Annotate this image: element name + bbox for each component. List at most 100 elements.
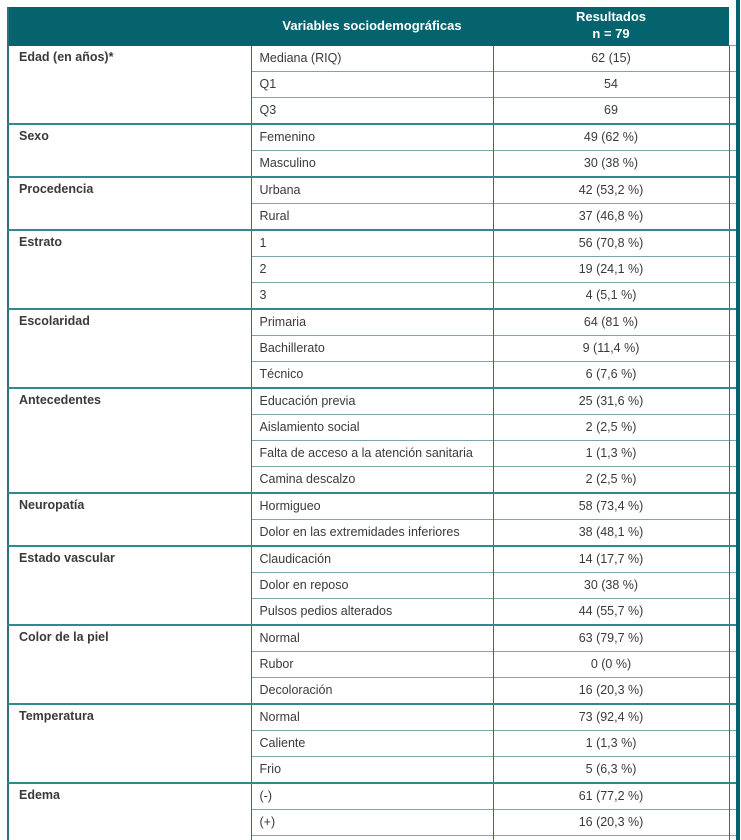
edge-strip-cell (729, 755, 737, 783)
result-cell: 30 (38 %) (493, 571, 730, 598)
table-body: Edad (en años)* Mediana (RIQ) 62 (15) Q1 54 Q… (8, 45, 737, 840)
edge-strip-cell (729, 702, 737, 730)
table-row: 2 19 (24,1 %) (8, 255, 737, 282)
table-row: Aislamiento social 2 (2,5 %) (8, 413, 737, 440)
edge-strip-cell (729, 255, 737, 282)
result-cell: 2 (2,5 %) (493, 413, 730, 440)
variable-cell: Frio (251, 755, 494, 783)
result-cell: 64 (81 %) (493, 307, 730, 335)
variable-cell: Primaria (251, 307, 494, 335)
variable-cell: Camina descalzo (251, 465, 494, 493)
result-cell: 69 (493, 96, 730, 124)
edge-strip-cell (729, 465, 737, 493)
variable-cell: Claudicación (251, 544, 494, 572)
variable-cell: Técnico (251, 360, 494, 388)
group-label-cell: Estado vascular (8, 544, 252, 625)
result-cell: 0 (0 %) (493, 650, 730, 677)
table-row: Camina descalzo 2 (2,5 %) (8, 465, 737, 493)
result-cell: 1 (1,3 %) (493, 439, 730, 466)
edge-strip-cell (729, 228, 737, 256)
table-row: Q3 69 (8, 96, 737, 124)
result-cell: 63 (79,7 %) (493, 623, 730, 651)
edge-strip-cell (729, 834, 737, 840)
table-row: (+) 16 (20,3 %) (8, 808, 737, 835)
variable-cell: Educación previa (251, 386, 494, 414)
table-row: Estrato 1 56 (70,8 %) (8, 228, 737, 309)
result-cell: 42 (53,2 %) (493, 175, 730, 203)
result-cell: 54 (493, 70, 730, 97)
variable-cell: 2 (251, 255, 494, 282)
table-row: Antecedentes Educación previa 25 (31,6 %) (8, 386, 737, 493)
variable-cell: (+) (251, 808, 494, 835)
group-label-cell: Escolaridad (8, 307, 252, 388)
group-label-cell: Edema (8, 781, 252, 840)
variable-cell: Normal (251, 623, 494, 651)
edge-strip-cell (729, 307, 737, 335)
table-row: Dolor en reposo 30 (38 %) (8, 571, 737, 598)
group-label-cell: Estrato (8, 228, 252, 309)
variable-cell: Falta de acceso a la atención sanitaria (251, 439, 494, 466)
result-cell: 16 (20,3 %) (493, 808, 730, 835)
table-row: Color de la piel Normal 63 (79,7 %) (8, 623, 737, 704)
edge-strip-cell (729, 360, 737, 388)
header-row: Variables sociodemográficas Resultados n… (8, 7, 737, 46)
variable-cell: (++) (251, 834, 494, 840)
result-cell: 49 (62 %) (493, 122, 730, 150)
edge-strip-cell (729, 202, 737, 230)
table-row: Frio 5 (6,3 %) (8, 755, 737, 783)
result-cell: 62 (15) (493, 45, 730, 71)
variable-cell: 1 (251, 228, 494, 256)
edge-strip-cell (729, 781, 737, 809)
result-cell: 44 (55,7 %) (493, 597, 730, 625)
edge-strip-cell (729, 676, 737, 704)
table-row: Neuropatía Hormigueo 58 (73,4 %) (8, 491, 737, 546)
variable-cell: 3 (251, 281, 494, 309)
result-cell: 30 (38 %) (493, 149, 730, 177)
result-cell: 9 (11,4 %) (493, 334, 730, 361)
edge-strip-cell (729, 544, 737, 572)
result-cell: 2 (2,5 %) (493, 834, 730, 840)
edge-strip-cell (729, 386, 737, 414)
variable-cell: Q1 (251, 70, 494, 97)
variable-cell: Normal (251, 702, 494, 730)
table-row: Estado vascular Claudicación 14 (17,7 %) (8, 544, 737, 625)
edge-strip-cell (729, 45, 737, 71)
edge-strip-cell (729, 96, 737, 124)
table-row: Temperatura Normal 73 (92,4 %) (8, 702, 737, 783)
variable-cell: Aislamiento social (251, 413, 494, 440)
edge-strip-cell (729, 334, 737, 361)
result-cell: 58 (73,4 %) (493, 491, 730, 519)
edge-strip-cell (729, 729, 737, 756)
group-label-cell: Sexo (8, 122, 252, 177)
right-border-bar (736, 0, 740, 840)
result-cell: 19 (24,1 %) (493, 255, 730, 282)
result-cell: 61 (77,2 %) (493, 781, 730, 809)
edge-strip-cell (729, 491, 737, 519)
variable-cell: Q3 (251, 96, 494, 124)
edge-strip-cell (729, 281, 737, 309)
header-results-line1: Resultados (575, 9, 647, 25)
table-row: Dolor en las extremidades inferiores 38 (… (8, 518, 737, 546)
variable-cell: Dolor en las extremidades inferiores (251, 518, 494, 546)
header-results: Resultados n = 79 (493, 7, 729, 46)
result-cell: 37 (46,8 %) (493, 202, 730, 230)
group-label-cell: Color de la piel (8, 623, 252, 704)
variable-cell: Decoloración (251, 676, 494, 704)
result-cell: 5 (6,3 %) (493, 755, 730, 783)
header-results-line2: n = 79 (592, 26, 630, 42)
table-row: Edad (en años)* Mediana (RIQ) 62 (15) (8, 45, 737, 124)
table-row: Rubor 0 (0 %) (8, 650, 737, 677)
variable-cell: Urbana (251, 175, 494, 203)
table-row: Edema (-) 61 (77,2 %) (8, 781, 737, 840)
edge-strip-cell (729, 70, 737, 97)
variable-cell: Dolor en reposo (251, 571, 494, 598)
result-cell: 38 (48,1 %) (493, 518, 730, 546)
edge-strip-cell (729, 175, 737, 203)
table-row: Rural 37 (46,8 %) (8, 202, 737, 230)
header-empty-cell (8, 7, 251, 46)
table-row: Bachillerato 9 (11,4 %) (8, 334, 737, 361)
edge-strip-cell (729, 518, 737, 546)
variable-cell: Bachillerato (251, 334, 494, 361)
table-row: Escolaridad Primaria 64 (81 %) (8, 307, 737, 388)
